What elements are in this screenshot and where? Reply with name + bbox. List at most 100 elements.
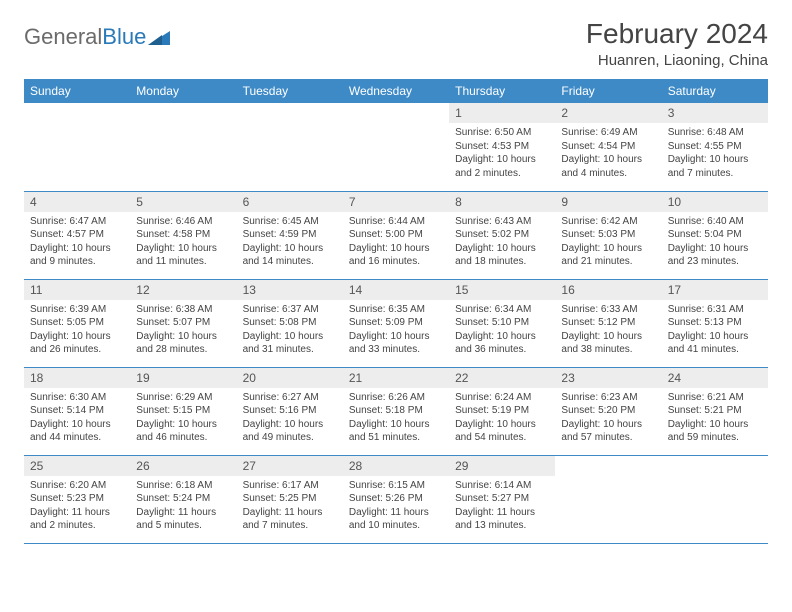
col-wednesday: Wednesday: [343, 79, 449, 103]
sunrise-line: Sunrise: 6:40 AM: [668, 215, 762, 229]
day-number: 6: [237, 192, 343, 212]
sunrise-line: Sunrise: 6:23 AM: [561, 391, 655, 405]
daylight-line: Daylight: 10 hours and 11 minutes.: [136, 242, 230, 269]
sunset-line: Sunset: 4:57 PM: [30, 228, 124, 242]
day-body: Sunrise: 6:46 AMSunset: 4:58 PMDaylight:…: [130, 212, 236, 273]
daylight-line: Daylight: 10 hours and 36 minutes.: [455, 330, 549, 357]
calendar-cell: 7Sunrise: 6:44 AMSunset: 5:00 PMDaylight…: [343, 191, 449, 279]
sunset-line: Sunset: 5:24 PM: [136, 492, 230, 506]
daylight-line: Daylight: 10 hours and 59 minutes.: [668, 418, 762, 445]
day-body: Sunrise: 6:15 AMSunset: 5:26 PMDaylight:…: [343, 476, 449, 537]
day-number: 21: [343, 368, 449, 388]
daylight-line: Daylight: 10 hours and 51 minutes.: [349, 418, 443, 445]
calendar-cell: 4Sunrise: 6:47 AMSunset: 4:57 PMDaylight…: [24, 191, 130, 279]
daylight-line: Daylight: 10 hours and 9 minutes.: [30, 242, 124, 269]
sunset-line: Sunset: 5:19 PM: [455, 404, 549, 418]
sunrise-line: Sunrise: 6:18 AM: [136, 479, 230, 493]
sunrise-line: Sunrise: 6:44 AM: [349, 215, 443, 229]
calendar-cell: 17Sunrise: 6:31 AMSunset: 5:13 PMDayligh…: [662, 279, 768, 367]
day-body: Sunrise: 6:34 AMSunset: 5:10 PMDaylight:…: [449, 300, 555, 361]
sunset-line: Sunset: 5:18 PM: [349, 404, 443, 418]
day-number: 27: [237, 456, 343, 476]
daylight-line: Daylight: 10 hours and 14 minutes.: [243, 242, 337, 269]
calendar-cell: 2Sunrise: 6:49 AMSunset: 4:54 PMDaylight…: [555, 103, 661, 191]
daylight-line: Daylight: 10 hours and 2 minutes.: [455, 153, 549, 180]
month-title: February 2024: [586, 18, 768, 50]
sunrise-line: Sunrise: 6:29 AM: [136, 391, 230, 405]
day-body: Sunrise: 6:33 AMSunset: 5:12 PMDaylight:…: [555, 300, 661, 361]
sunrise-line: Sunrise: 6:48 AM: [668, 126, 762, 140]
daylight-line: Daylight: 10 hours and 49 minutes.: [243, 418, 337, 445]
day-number: 24: [662, 368, 768, 388]
daylight-line: Daylight: 11 hours and 2 minutes.: [30, 506, 124, 533]
calendar-cell: 29Sunrise: 6:14 AMSunset: 5:27 PMDayligh…: [449, 455, 555, 543]
sunrise-line: Sunrise: 6:34 AM: [455, 303, 549, 317]
sunrise-line: Sunrise: 6:21 AM: [668, 391, 762, 405]
calendar-cell: 24Sunrise: 6:21 AMSunset: 5:21 PMDayligh…: [662, 367, 768, 455]
sunrise-line: Sunrise: 6:27 AM: [243, 391, 337, 405]
logo-blue: Blue: [102, 24, 146, 50]
calendar-cell: 3Sunrise: 6:48 AMSunset: 4:55 PMDaylight…: [662, 103, 768, 191]
calendar-row: 1Sunrise: 6:50 AMSunset: 4:53 PMDaylight…: [24, 103, 768, 191]
title-block: February 2024 Huanren, Liaoning, China: [586, 18, 768, 69]
calendar-cell: 27Sunrise: 6:17 AMSunset: 5:25 PMDayligh…: [237, 455, 343, 543]
day-body: Sunrise: 6:50 AMSunset: 4:53 PMDaylight:…: [449, 123, 555, 184]
day-body: Sunrise: 6:47 AMSunset: 4:57 PMDaylight:…: [24, 212, 130, 273]
calendar-cell: [343, 103, 449, 191]
logo: GeneralBlue: [24, 18, 170, 50]
day-body: Sunrise: 6:23 AMSunset: 5:20 PMDaylight:…: [555, 388, 661, 449]
day-number: 14: [343, 280, 449, 300]
sunset-line: Sunset: 5:02 PM: [455, 228, 549, 242]
calendar-cell: 23Sunrise: 6:23 AMSunset: 5:20 PMDayligh…: [555, 367, 661, 455]
daylight-line: Daylight: 10 hours and 54 minutes.: [455, 418, 549, 445]
daylight-line: Daylight: 10 hours and 26 minutes.: [30, 330, 124, 357]
day-number: 8: [449, 192, 555, 212]
day-body: Sunrise: 6:18 AMSunset: 5:24 PMDaylight:…: [130, 476, 236, 537]
sunrise-line: Sunrise: 6:33 AM: [561, 303, 655, 317]
sunrise-line: Sunrise: 6:47 AM: [30, 215, 124, 229]
day-body: Sunrise: 6:20 AMSunset: 5:23 PMDaylight:…: [24, 476, 130, 537]
calendar-cell: [237, 103, 343, 191]
sunset-line: Sunset: 5:12 PM: [561, 316, 655, 330]
calendar-cell: 28Sunrise: 6:15 AMSunset: 5:26 PMDayligh…: [343, 455, 449, 543]
sunrise-line: Sunrise: 6:15 AM: [349, 479, 443, 493]
calendar-cell: 22Sunrise: 6:24 AMSunset: 5:19 PMDayligh…: [449, 367, 555, 455]
calendar-cell: [130, 103, 236, 191]
col-saturday: Saturday: [662, 79, 768, 103]
day-body: Sunrise: 6:49 AMSunset: 4:54 PMDaylight:…: [555, 123, 661, 184]
day-body: Sunrise: 6:40 AMSunset: 5:04 PMDaylight:…: [662, 212, 768, 273]
daylight-line: Daylight: 10 hours and 57 minutes.: [561, 418, 655, 445]
sunrise-line: Sunrise: 6:26 AM: [349, 391, 443, 405]
sunrise-line: Sunrise: 6:45 AM: [243, 215, 337, 229]
day-body: Sunrise: 6:17 AMSunset: 5:25 PMDaylight:…: [237, 476, 343, 537]
day-number: 25: [24, 456, 130, 476]
day-body: Sunrise: 6:14 AMSunset: 5:27 PMDaylight:…: [449, 476, 555, 537]
sunset-line: Sunset: 5:14 PM: [30, 404, 124, 418]
sunset-line: Sunset: 5:15 PM: [136, 404, 230, 418]
daylight-line: Daylight: 10 hours and 46 minutes.: [136, 418, 230, 445]
sunset-line: Sunset: 5:23 PM: [30, 492, 124, 506]
calendar-cell: [555, 455, 661, 543]
day-body: Sunrise: 6:37 AMSunset: 5:08 PMDaylight:…: [237, 300, 343, 361]
day-body: Sunrise: 6:35 AMSunset: 5:09 PMDaylight:…: [343, 300, 449, 361]
sunrise-line: Sunrise: 6:24 AM: [455, 391, 549, 405]
day-body: Sunrise: 6:43 AMSunset: 5:02 PMDaylight:…: [449, 212, 555, 273]
daylight-line: Daylight: 10 hours and 18 minutes.: [455, 242, 549, 269]
calendar-cell: 11Sunrise: 6:39 AMSunset: 5:05 PMDayligh…: [24, 279, 130, 367]
sunset-line: Sunset: 5:04 PM: [668, 228, 762, 242]
day-number: 17: [662, 280, 768, 300]
day-number: 19: [130, 368, 236, 388]
daylight-line: Daylight: 11 hours and 10 minutes.: [349, 506, 443, 533]
day-number: 29: [449, 456, 555, 476]
calendar-row: 18Sunrise: 6:30 AMSunset: 5:14 PMDayligh…: [24, 367, 768, 455]
logo-triangle-icon: [148, 29, 170, 45]
sunset-line: Sunset: 4:54 PM: [561, 140, 655, 154]
calendar-row: 25Sunrise: 6:20 AMSunset: 5:23 PMDayligh…: [24, 455, 768, 543]
day-body: Sunrise: 6:24 AMSunset: 5:19 PMDaylight:…: [449, 388, 555, 449]
day-body: Sunrise: 6:48 AMSunset: 4:55 PMDaylight:…: [662, 123, 768, 184]
daylight-line: Daylight: 11 hours and 5 minutes.: [136, 506, 230, 533]
sunrise-line: Sunrise: 6:35 AM: [349, 303, 443, 317]
day-number: 15: [449, 280, 555, 300]
daylight-line: Daylight: 10 hours and 16 minutes.: [349, 242, 443, 269]
daylight-line: Daylight: 10 hours and 21 minutes.: [561, 242, 655, 269]
